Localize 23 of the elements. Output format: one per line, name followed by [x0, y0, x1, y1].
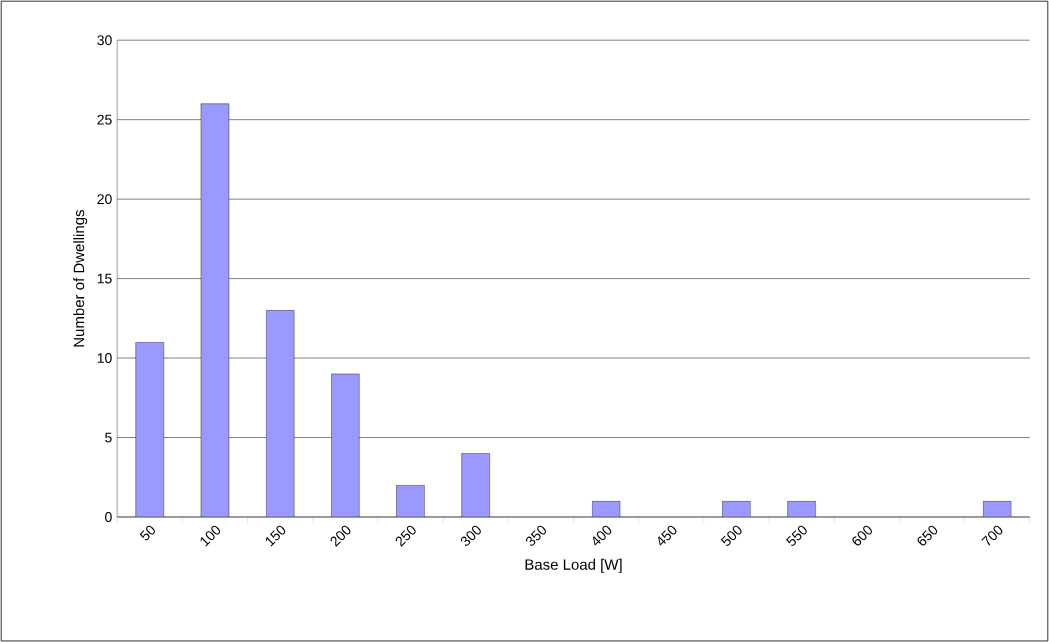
x-tick-label: 600	[852, 525, 872, 546]
y-tick-label: 20	[97, 194, 112, 205]
x-tick-label: 400	[593, 525, 612, 546]
x-tick-label: 50	[139, 525, 155, 541]
y-tick-label: 30	[97, 35, 112, 46]
y-tick-label: 25	[97, 114, 112, 125]
y-tick-label: 5	[105, 432, 112, 443]
y-tick-label: 0	[105, 511, 112, 522]
x-tick-label: 100	[200, 525, 221, 547]
x-axis-title: Base Load [W]	[525, 558, 622, 573]
x-tick-label: 700	[981, 525, 1003, 546]
x-tick-label: 300	[460, 525, 481, 546]
x-tick-label: 650	[917, 525, 938, 546]
x-tick-label: 250	[395, 525, 416, 547]
x-tick-label: 150	[265, 525, 286, 547]
y-tick-label: 10	[97, 353, 112, 363]
x-tick-label: 350	[526, 525, 547, 546]
x-tick-label: 500	[720, 525, 742, 546]
x-tick-label: 200	[330, 525, 351, 547]
x-tick-label: 450	[658, 525, 677, 546]
y-tick-label: 15	[97, 273, 112, 284]
x-tick-label: 550	[786, 525, 807, 546]
y-axis-title: Number of Dwellings	[73, 209, 88, 347]
